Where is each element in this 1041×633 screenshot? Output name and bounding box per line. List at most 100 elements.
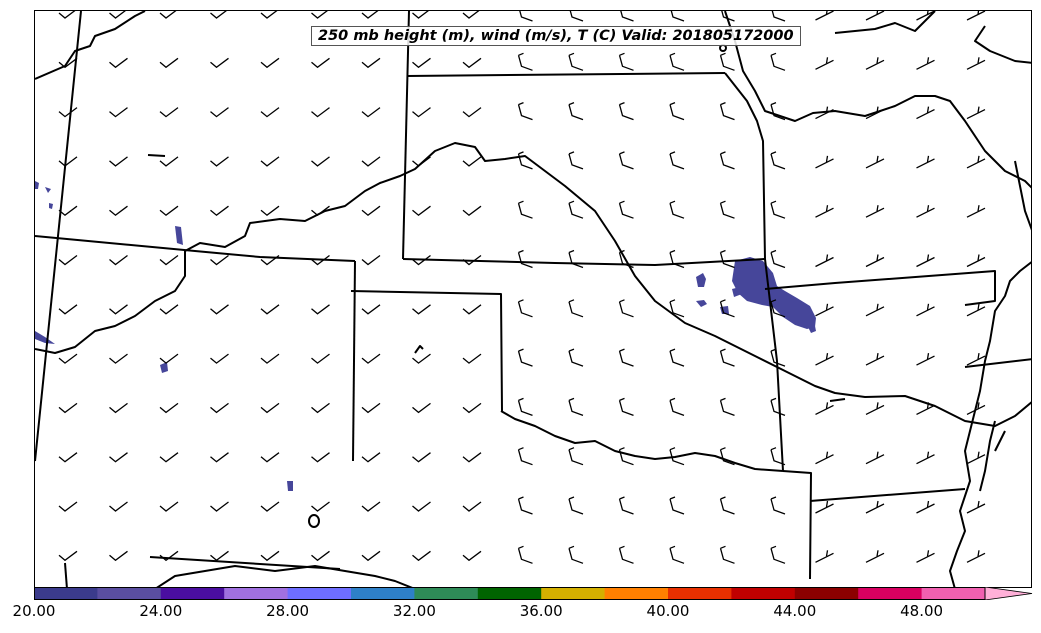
wind-barb [210,452,229,463]
colorbar-tick-label: 28.00 [266,602,310,620]
wind-barb [361,57,381,69]
colorbar-segment [731,587,796,600]
border-ok-east [764,258,784,472]
wind-barb [568,200,584,219]
temperature-fill [35,181,816,491]
wind-barb [260,107,280,118]
wind-barb [311,107,330,118]
wind-barb [865,352,885,366]
temp-blob-west-6 [287,481,293,491]
wind-barb [159,402,179,414]
wind-barb [669,447,685,466]
border-co-east [402,11,410,260]
wind-barb [770,447,786,466]
wind-barb [109,353,128,364]
contour-small-ring [308,514,320,528]
wind-barb [568,496,584,515]
wind-barb [719,52,735,71]
border-co-nm [35,235,356,262]
temp-blob-small-1 [696,273,706,287]
wind-barb [361,11,379,19]
colorbar-tick-label: 24.00 [139,602,183,620]
wind-barb [815,550,834,563]
wind-barb [210,353,229,364]
wind-barb [568,101,584,121]
wind-barb [462,452,482,463]
wind-barb [815,155,834,169]
wind-barb [770,496,786,515]
colorbar-segment [604,587,669,600]
wind-barb [210,501,229,512]
temp-blob-small-3 [732,287,742,297]
wind-barbs [58,11,986,564]
wind-barb [865,57,885,70]
wind-barb [916,500,935,514]
colorbar-segment [541,587,606,600]
wind-barb [618,299,634,318]
border-ia-mo [834,11,936,34]
wind-barb [210,11,227,19]
wind-barb [966,550,986,563]
colorbar-tick-label: 40.00 [646,602,690,620]
temp-blob-west-7 [49,203,53,209]
wind-barb [462,205,482,217]
wind-barb [260,57,280,69]
colorbar-segment [351,587,415,600]
contour-small-2 [147,154,166,157]
border-tx-south [64,562,68,587]
wind-barb [669,397,685,417]
wind-barb [462,353,482,364]
wind-barb [865,402,885,415]
wind-barb [669,249,685,269]
wind-barb [770,545,786,564]
wind-barb [412,402,431,414]
wind-barb [210,205,229,217]
colorbar-segment [921,587,986,600]
colorbar-segment [858,587,923,600]
wind-barb [412,550,431,562]
colorbar-extend-arrow [984,587,1033,600]
wind-barb [865,205,885,218]
wind-barb [618,249,634,269]
wind-barb [462,304,482,315]
wind-barb [412,452,431,463]
border-ms-al [994,430,1006,452]
wind-barb [618,151,634,170]
wind-barb [517,101,533,121]
wind-barb [109,107,128,118]
wind-barb [210,402,229,414]
wind-barb [719,101,735,121]
wind-barb [260,304,280,315]
colorbar-segment [97,587,162,600]
wind-barb [568,348,584,367]
wind-barb [966,155,986,169]
border-tx-nm-west [35,11,82,462]
colorbar [34,587,1033,600]
wind-barb [618,545,634,564]
wind-barb [568,151,584,170]
wind-barb [159,205,179,217]
wind-barb [58,304,78,315]
wind-barb [210,156,229,167]
wind-barb [815,451,834,465]
colorbar-outline [34,587,986,600]
colorbar-segment [287,587,352,600]
colorbar-segment [160,587,225,600]
contour-south [500,410,784,472]
wind-barb [159,353,179,364]
wind-barb [260,353,280,364]
wind-barb [462,254,482,266]
wind-barb [618,200,634,219]
wind-barb [916,205,935,218]
colorbar-tick-label: 48.00 [900,602,944,620]
wind-barb [412,501,431,512]
temp-blob-west-4 [160,362,168,373]
wind-barb [58,205,78,217]
wind-barb [462,402,482,414]
wind-barb [412,205,431,217]
wind-barb [815,106,834,120]
contour-ms-river [979,420,996,492]
wind-barb [260,205,280,217]
wind-barb [670,11,685,22]
wind-barb [517,348,533,367]
